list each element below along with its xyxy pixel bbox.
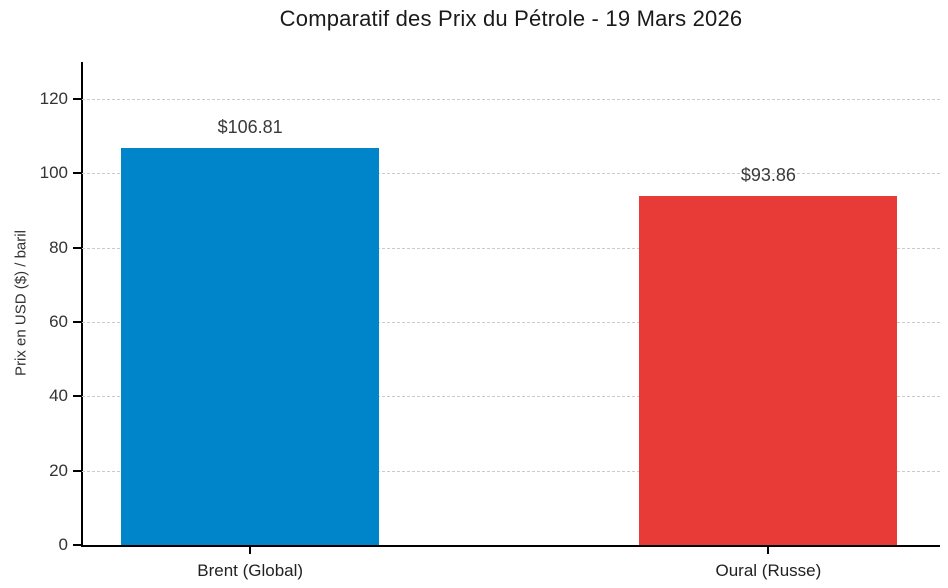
y-tick-label-0: 0 xyxy=(58,535,68,554)
gridline-y-120 xyxy=(82,99,940,101)
y-tick-label-60: 60 xyxy=(49,312,68,332)
gridline-y-80 xyxy=(82,247,940,249)
x-tick-label-oural-russe: Oural (Russe) xyxy=(715,561,822,580)
bar-brent-global xyxy=(121,148,380,545)
y-tick-mark-80 xyxy=(73,246,82,249)
bar-value-label-brent-global: $106.81 xyxy=(217,117,283,138)
y-tick-mark-20 xyxy=(73,469,82,472)
x-axis-line xyxy=(81,545,940,547)
y-tick-label-40: 40 xyxy=(49,386,68,406)
y-tick-mark-100 xyxy=(73,172,82,175)
y-tick-label-20: 20 xyxy=(49,460,68,480)
x-tick-mark-brent-global xyxy=(249,545,252,554)
x-tick-label-brent-global: Brent (Global) xyxy=(197,561,304,580)
y-tick-label-80: 80 xyxy=(49,237,68,257)
bar-oural-russe xyxy=(639,196,898,545)
y-tick-label-120: 120 xyxy=(39,89,68,109)
y-tick-label-100: 100 xyxy=(39,163,68,183)
gridline-y-20 xyxy=(82,470,940,472)
x-tick-mark-oural-russe xyxy=(767,545,770,554)
gridline-y-40 xyxy=(82,396,940,398)
gridline-y-60 xyxy=(82,322,940,324)
gridline-y-100 xyxy=(82,173,940,175)
y-tick-mark-0 xyxy=(73,544,82,546)
y-tick-mark-40 xyxy=(73,395,82,398)
y-tick-mark-60 xyxy=(73,321,82,324)
y-axis-line xyxy=(81,62,83,547)
chart-title: Comparatif des Prix du Pétrole - 19 Mars… xyxy=(279,6,743,31)
y-tick-mark-120 xyxy=(73,98,82,101)
bar-value-label-oural-russe: $93.86 xyxy=(740,165,796,186)
plot-area: 0 20 40 60 80 100 120 $106.81 Brent (Global) $93.… xyxy=(40,62,940,580)
